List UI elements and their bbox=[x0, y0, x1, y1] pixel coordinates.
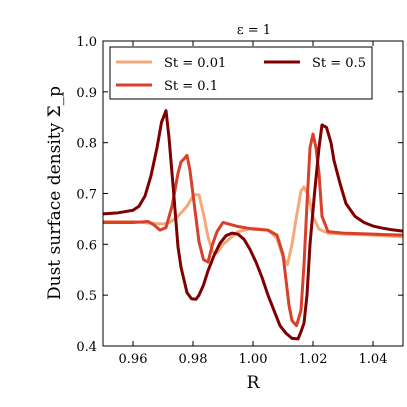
y-tick-label: 1.0 bbox=[76, 35, 97, 50]
legend: St = 0.01 St = 0.1 St = 0.5 bbox=[109, 46, 373, 100]
legend-label: St = 0.1 bbox=[164, 79, 218, 94]
x-tick-label: 0.96 bbox=[119, 352, 148, 367]
x-tick-label: 1.04 bbox=[359, 352, 388, 367]
x-tick-label: 1.00 bbox=[239, 352, 268, 367]
legend-frame bbox=[109, 46, 373, 100]
y-tick-label: 0.6 bbox=[76, 238, 97, 253]
series-line-st-0-1 bbox=[103, 132, 403, 328]
legend-label: St = 0.01 bbox=[164, 56, 226, 71]
x-tick-label: 1.02 bbox=[299, 352, 328, 367]
x-axis-label: R bbox=[247, 373, 261, 393]
y-axis-label: Dust surface density Σ_p bbox=[45, 86, 65, 300]
y-tick-label: 0.4 bbox=[76, 340, 97, 355]
x-tick-label: 0.98 bbox=[179, 352, 208, 367]
legend-label: St = 0.5 bbox=[312, 56, 366, 71]
chart-title: ε = 1 bbox=[237, 23, 271, 38]
y-tick-label: 0.8 bbox=[76, 137, 97, 152]
y-tick-label: 0.5 bbox=[76, 289, 97, 304]
y-axis: 0.4 0.5 0.6 0.7 0.8 0.9 1.0 bbox=[76, 35, 403, 355]
series-line-st-0-5 bbox=[103, 109, 403, 341]
x-axis: 0.96 0.98 1.00 1.02 1.04 bbox=[119, 41, 388, 367]
series-layer bbox=[103, 109, 403, 341]
y-tick-label: 0.7 bbox=[76, 188, 97, 203]
y-tick-label: 0.9 bbox=[76, 86, 97, 101]
